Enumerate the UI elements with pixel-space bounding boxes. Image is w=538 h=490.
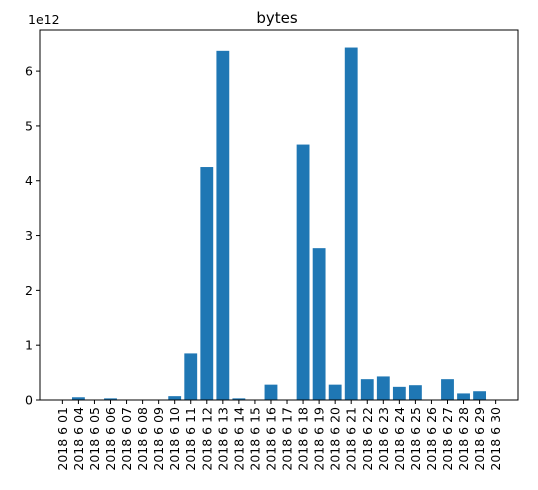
bar-2018-6-10	[168, 396, 182, 400]
y-axis-multiplier: 1e12	[28, 12, 60, 27]
bars-group	[71, 47, 487, 400]
bar-2018-6-27	[441, 379, 454, 400]
x-tick-label: 2018 6 09	[151, 407, 166, 471]
x-tick-label: 2018 6 22	[360, 407, 375, 471]
bar-2018-6-12	[200, 167, 214, 400]
bar-2018-6-28	[457, 393, 470, 400]
bar-2018-6-23	[376, 376, 390, 400]
bar-2018-6-06	[104, 398, 117, 400]
x-tick-label: 2018 6 14	[231, 407, 246, 471]
x-tick-label: 2018 6 06	[103, 407, 118, 471]
x-tick-label: 2018 6 30	[488, 407, 503, 471]
x-tick-label: 2018 6 17	[280, 407, 295, 471]
x-tick-label: 2018 6 24	[392, 407, 407, 471]
y-tick-label: 4	[25, 173, 33, 188]
x-tick-label: 2018 6 01	[55, 407, 70, 471]
bar-2018-6-04	[71, 397, 85, 400]
plot-frame	[39, 29, 519, 401]
x-tick-label: 2018 6 23	[376, 407, 391, 471]
x-tick-label: 2018 6 28	[456, 407, 471, 471]
x-tick-label: 2018 6 05	[87, 407, 102, 471]
y-tick-label: 0	[25, 393, 33, 408]
x-tick-label: 2018 6 18	[296, 407, 311, 471]
x-tick-label: 2018 6 07	[119, 407, 134, 471]
x-tick-label: 2018 6 21	[344, 407, 359, 471]
bar-2018-6-13	[216, 50, 230, 400]
bar-2018-6-24	[392, 386, 406, 400]
y-tick-label: 1	[25, 338, 33, 353]
bar-2018-6-14	[232, 398, 246, 400]
x-tick-label: 2018 6 25	[408, 407, 423, 471]
bar-2018-6-22	[360, 379, 374, 400]
x-tick-label: 2018 6 12	[199, 407, 214, 471]
bar-2018-6-21	[344, 47, 358, 400]
bar-2018-6-29	[473, 391, 487, 400]
x-tick-label: 2018 6 13	[215, 407, 230, 471]
x-tick-label: 2018 6 15	[247, 407, 262, 471]
bar-2018-6-18	[296, 144, 310, 400]
x-tick-label: 2018 6 26	[424, 407, 439, 471]
y-tick-label: 2	[25, 283, 33, 298]
y-tick-label: 5	[25, 118, 33, 133]
y-axis: 0 1 2 3 4 5 6	[25, 64, 40, 408]
x-axis: 2018 6 01 2018 6 04 2018 6 05 2018 6 06 2018…	[55, 400, 503, 471]
y-tick-label: 3	[25, 228, 33, 243]
x-tick-label: 2018 6 29	[472, 407, 487, 471]
bar-2018-6-20	[328, 384, 342, 400]
y-tick-label: 6	[25, 64, 33, 79]
bar-2018-6-16	[264, 384, 278, 400]
x-tick-label: 2018 6 04	[71, 407, 86, 471]
x-tick-label: 2018 6 19	[312, 407, 327, 471]
x-tick-label: 2018 6 16	[263, 407, 278, 471]
bar-2018-6-11	[184, 353, 198, 400]
x-tick-label: 2018 6 20	[328, 407, 343, 471]
x-tick-label: 2018 6 08	[135, 407, 150, 471]
bar-2018-6-19	[312, 248, 326, 400]
chart-title: bytes	[256, 9, 298, 27]
x-tick-label: 2018 6 11	[183, 407, 198, 471]
x-tick-label: 2018 6 27	[440, 407, 455, 471]
x-tick-label: 2018 6 10	[167, 407, 182, 471]
bar-2018-6-25	[408, 385, 422, 400]
